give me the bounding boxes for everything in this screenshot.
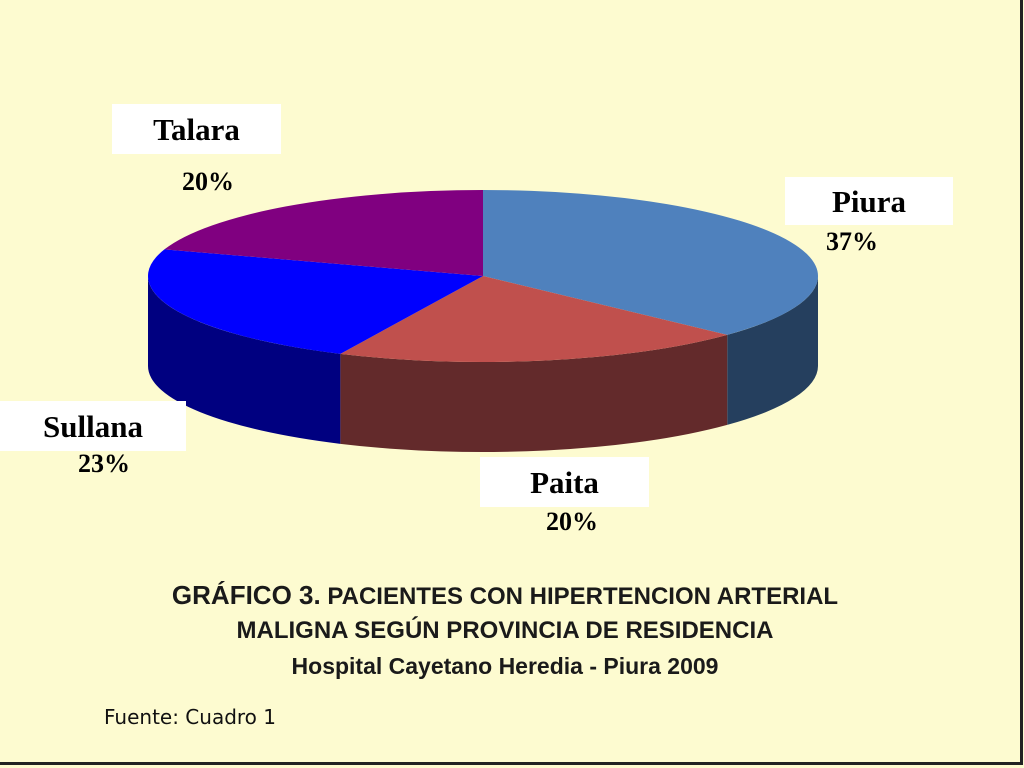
label-sullana-text: Sullana	[43, 408, 143, 444]
pie-side-paita	[340, 334, 728, 452]
pie-side-sullana	[148, 276, 341, 444]
pie-side-piura	[727, 276, 818, 425]
pie-slice-sullana	[147, 249, 483, 354]
pie-chart	[147, 190, 818, 452]
pie-tops	[147, 190, 818, 362]
chart-caption: GRÁFICO 3. PACIENTES CON HIPERTENCION AR…	[100, 578, 910, 684]
chart-title-rest: PACIENTES CON HIPERTENCION ARTERIAL	[320, 583, 839, 610]
pct-sullana: 23%	[78, 449, 130, 478]
chart-title: GRÁFICO 3. PACIENTES CON HIPERTENCION AR…	[100, 578, 910, 614]
pct-talara: 20%	[182, 167, 234, 196]
chart-title-line2: MALIGNA SEGÚN PROVINCIA DE RESIDENCIA	[236, 617, 774, 644]
label-talara: Talara	[112, 104, 281, 154]
source-note: Fuente: Cuadro 1	[104, 705, 277, 729]
chart-subtitle: Hospital Cayetano Heredia - Piura 2009	[291, 653, 719, 679]
label-sullana: Sullana	[0, 401, 186, 451]
pie-slice-piura	[483, 190, 818, 335]
pie-slice-talara	[164, 190, 484, 276]
pct-piura: 37%	[826, 227, 878, 256]
label-paita-text: Paita	[530, 464, 599, 500]
chart-title-prefix: GRÁFICO 3.	[171, 580, 321, 610]
pie-sides	[148, 276, 818, 452]
label-piura-text: Piura	[831, 183, 907, 219]
label-paita: Paita	[480, 457, 649, 507]
label-talara-text: Talara	[153, 111, 240, 147]
pct-paita: 20%	[546, 507, 598, 536]
label-piura: Piura	[785, 177, 953, 225]
pie-slice-paita	[340, 276, 728, 362]
